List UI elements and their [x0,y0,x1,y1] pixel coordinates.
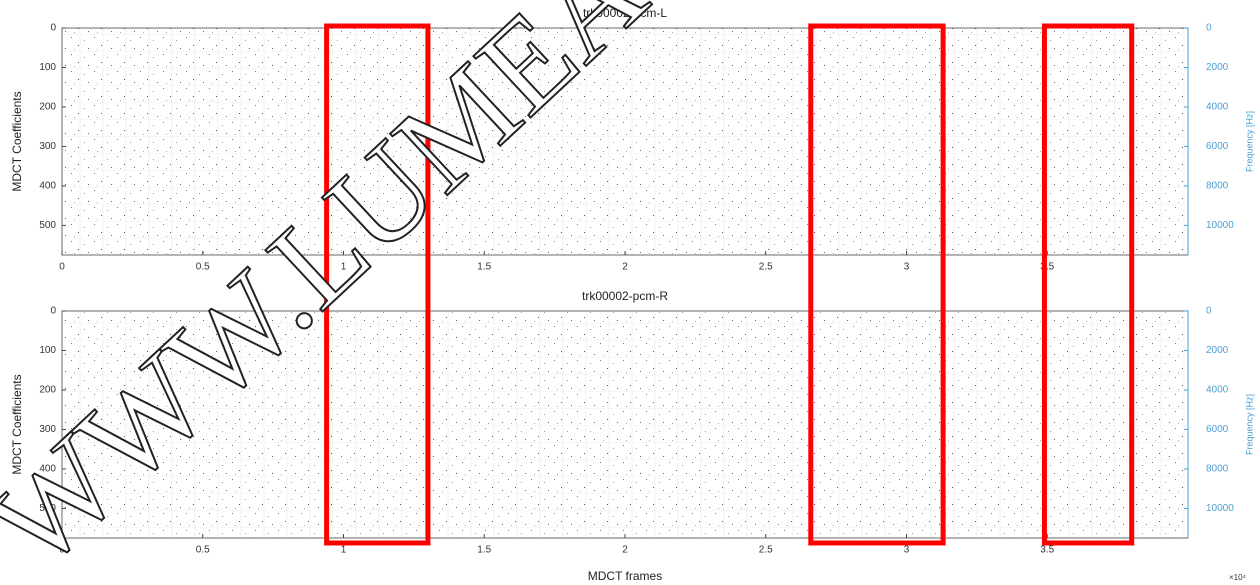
x-tick-label: 2 [622,545,628,556]
y2-tick-label: 10000 [1206,220,1234,231]
y2-tick-label: 8000 [1206,181,1229,192]
y2-axis-label: Frequency [Hz] [1244,111,1254,172]
y-tick-label: 200 [39,102,56,113]
x-axis-label: MDCT frames [588,569,662,583]
y2-tick-label: 6000 [1206,424,1229,435]
x-tick-label: 2.5 [759,545,773,556]
y-tick-label: 400 [39,181,56,192]
x-tick-label: 0 [59,262,65,273]
y-tick-label: 0 [50,306,56,317]
x-tick-label: 3 [904,545,910,556]
y2-tick-label: 2000 [1206,345,1229,356]
y2-tick-label: 0 [1206,306,1212,317]
y2-tick-label: 4000 [1206,102,1229,113]
y2-tick-label: 0 [1206,23,1212,34]
y2-tick-label: 2000 [1206,62,1229,73]
x-tick-label: 1 [341,545,347,556]
x-exponent: ×10⁴ [1229,573,1247,582]
y-tick-label: 500 [39,220,56,231]
y-tick-label: 0 [50,23,56,34]
y-tick-label: 100 [39,345,56,356]
y-axis-label: MDCT Coefficients [10,91,24,191]
y-tick-label: 300 [39,141,56,152]
y-tick-label: 200 [39,385,56,396]
panel-title: trk00002-pcm-R [582,289,668,303]
y2-tick-label: 10000 [1206,503,1234,514]
x-tick-label: 1.5 [477,545,491,556]
x-tick-label: 1.5 [477,262,491,273]
figure: trk00002-pcm-L00.511.522.533.50100200300… [0,0,1260,585]
x-tick-label: 2.5 [759,262,773,273]
x-tick-label: 2 [622,262,628,273]
y-tick-label: 100 [39,62,56,73]
x-tick-label: 3.5 [1040,545,1054,556]
y2-tick-label: 4000 [1206,385,1229,396]
y2-tick-label: 6000 [1206,141,1229,152]
x-tick-label: 3 [904,262,910,273]
y2-axis-label: Frequency [Hz] [1244,394,1254,455]
x-tick-label: 0.5 [196,545,210,556]
y2-tick-label: 8000 [1206,464,1229,475]
